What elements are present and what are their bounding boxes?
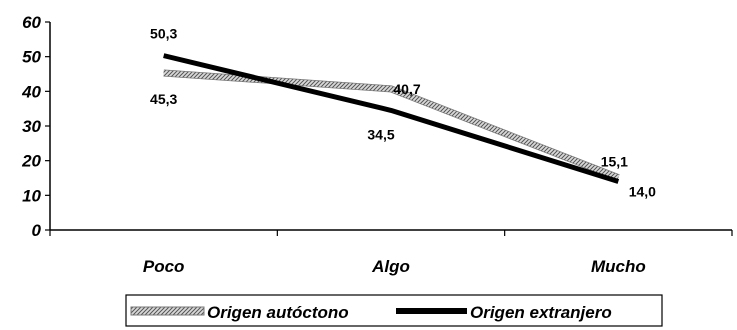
data-labels: 45,3 40,7 15,1 50,3 34,5 14,0 <box>150 26 656 200</box>
y-tick-label: 20 <box>21 152 41 171</box>
data-label: 50,3 <box>150 26 177 42</box>
series-line-autoctono <box>163 70 620 181</box>
y-tick-label: 10 <box>22 186 41 205</box>
y-tick-label: 30 <box>22 117 41 136</box>
legend-label-autoctono: Origen autóctono <box>207 303 349 322</box>
x-tick-label: Poco <box>143 257 185 276</box>
x-tick-label: Algo <box>371 257 410 276</box>
data-label: 14,0 <box>629 183 656 199</box>
chart-axes: 0 10 20 30 40 50 60 Poco Algo Mucho <box>21 13 733 276</box>
y-tick-label: 0 <box>32 221 42 240</box>
data-label: 15,1 <box>601 154 628 170</box>
y-tick-label: 60 <box>22 13 41 32</box>
data-label: 40,7 <box>393 81 420 97</box>
series-layer <box>163 53 620 184</box>
x-tick-label: Mucho <box>591 257 646 276</box>
legend-swatch-autoctono <box>130 306 205 316</box>
data-label: 45,3 <box>150 91 177 107</box>
legend: Origen autóctono Origen extranjero <box>125 294 663 327</box>
y-tick-label: 50 <box>22 48 41 67</box>
legend-box <box>125 294 663 327</box>
data-label: 34,5 <box>367 126 394 142</box>
series-line-extranjero <box>163 53 620 184</box>
y-tick-label: 40 <box>21 82 41 101</box>
legend-label-extranjero: Origen extranjero <box>470 303 612 322</box>
